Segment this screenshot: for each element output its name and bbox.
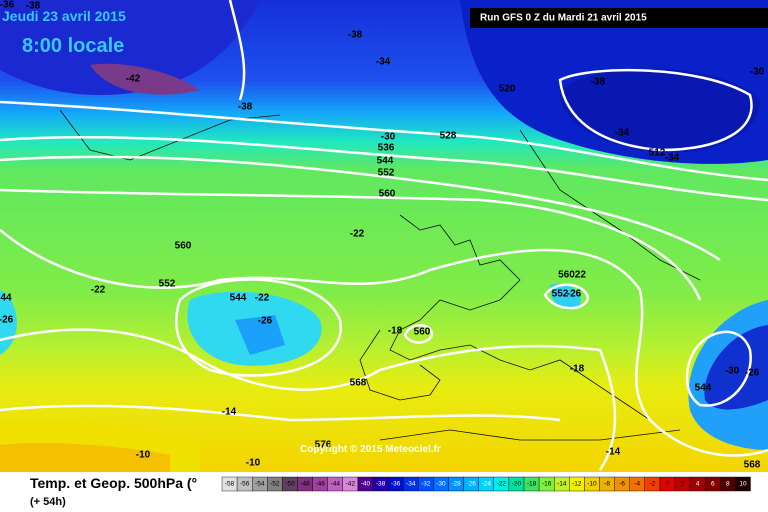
scale-label: -34 [406,481,416,488]
run-text: Run GFS 0 Z du Mardi 21 avril 2015 [480,13,647,24]
contour-label: 560 [414,327,431,338]
scale-label: 2 [681,481,685,488]
contour-label: -22 [350,229,365,240]
scale-label: -2 [649,481,655,488]
scale-label: -12 [572,481,582,488]
contour-label: -30 [750,67,765,78]
contour-label: -14 [606,447,621,458]
scale-label: -30 [436,481,446,488]
contour-label: 560 [379,189,396,200]
contour-label: -30 [725,366,740,377]
date: Jeudi 23 avril 2015 [2,8,126,24]
scale-label: 4 [696,481,700,488]
contour-label: -38 [348,30,363,41]
time: 8:00 locale [22,35,124,57]
contour-label: -30 [381,132,396,143]
contour-label: 560 [175,241,192,252]
color-scale: -58 -56 -54 -52 -50 -48 -46 -44 -42 -40 -38 -36 -34-… [221,476,751,492]
scale-label: -44 [331,481,341,488]
contour-label: -38 [26,1,41,12]
contour-label: -22 [255,293,270,304]
contour-label: -36 [0,0,15,11]
scale-label: -14 [557,481,567,488]
contour-label: 568 [744,460,761,471]
scale-label: -8 [604,481,610,488]
contour-label: -10 [246,458,261,469]
contour-label: 520 [499,84,516,95]
contour-label: -42 [126,74,141,85]
contour-label: -18 [388,326,403,337]
contour-label: -26 [258,316,273,327]
contour-label: 544 [695,383,712,394]
contour-label: 512 [649,148,666,159]
scale-label: -54 [255,481,265,488]
contour-label: 544 [377,156,394,167]
contour-label: 552 [159,279,176,290]
scale-label: -22 [497,481,507,488]
contour-label: -26 [0,315,14,326]
contour-label: 536 [378,143,395,154]
run-banner [470,8,768,28]
contour-label: -34 [665,153,680,164]
scale-label: -58 [225,481,235,488]
contour-label: 568 [350,378,367,389]
legend-lead: (+ 54h) [30,496,66,508]
scale-label: -48 [300,481,310,488]
contour-label: -22 [91,285,106,296]
scale-label: -18 [527,481,537,488]
map-background [0,0,768,472]
scale-label: -42 [346,481,356,488]
contour-label: -38 [591,77,606,88]
scale-label: 8 [726,481,730,488]
scale-label: 6 [711,481,715,488]
contour-label: 552 [552,289,569,300]
contour-label: 544 [230,293,247,304]
contour-label: 552 [378,168,395,179]
contour-label: -26 [567,289,582,300]
contour-label: -26 [745,368,760,379]
scale-label: -20 [512,481,522,488]
scale-label: -52 [270,481,280,488]
contour-label: 56022 [558,270,586,281]
scale-label: -46 [315,481,325,488]
copyright: Copyright © 2015 Meteociel.fr [300,444,441,455]
contour-label: -34 [615,128,630,139]
scale-label: -24 [482,481,492,488]
scale-label: -56 [240,481,250,488]
scale-label: -40 [361,481,371,488]
scale-label: -6 [619,481,625,488]
scale-label: -4 [634,481,640,488]
scale-label: 10 [739,481,747,488]
scale-label: -50 [285,481,295,488]
contour-label: 528 [440,131,457,142]
contour-label: -10 [136,450,151,461]
legend-title: Temp. et Geop. 500hPa (° [30,475,197,491]
contour-label: -34 [376,57,391,68]
contour-label: 576 [315,440,332,451]
scale-label: -10 [587,481,597,488]
scale-cell [735,476,751,492]
contour-label: -38 [238,102,253,113]
scale-label: -38 [376,481,386,488]
scale-label: -36 [391,481,401,488]
contours [0,0,768,470]
contour-label: 44 [0,293,12,304]
scale-label: -26 [466,481,476,488]
scale-label: -28 [451,481,461,488]
contour-label: -18 [570,364,585,375]
contour-label: -14 [222,407,237,418]
scale-label: 0 [666,481,670,488]
scale-label: -32 [421,481,431,488]
scale-label: -16 [542,481,552,488]
